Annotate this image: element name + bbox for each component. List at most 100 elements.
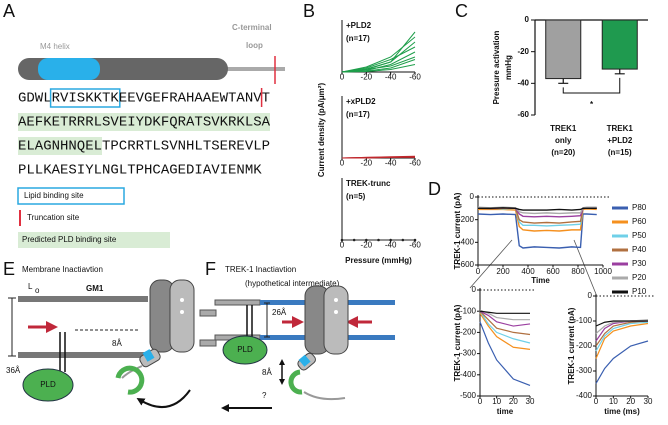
- x-tick-label: 10: [492, 397, 501, 406]
- x-tick-label: 0: [594, 397, 599, 406]
- y-tick-label: -200: [460, 328, 477, 337]
- chart-title: TREK-trunc: [346, 179, 391, 188]
- channel-dot: [180, 310, 184, 314]
- x-tick-label: 0: [340, 159, 345, 168]
- lipid-phase-sub: o: [35, 286, 40, 295]
- series-line: [595, 320, 649, 347]
- data-point: [401, 238, 405, 242]
- y-axis-label: mmHg: [504, 55, 513, 80]
- channel-dot: [334, 298, 338, 302]
- legend-label: Predicted PLD binding site: [22, 235, 117, 244]
- significance-bracket: [562, 77, 621, 94]
- series-line: [478, 207, 597, 211]
- x-axis-label: Pressure (mmHg): [345, 256, 412, 265]
- lipid-anchor: [59, 332, 66, 372]
- channel-subunit: [169, 279, 195, 353]
- y-tick-label: -20: [517, 47, 529, 56]
- data-point: [389, 238, 392, 242]
- thickness-label: 36Å: [6, 366, 21, 375]
- y-tick-label: -400: [460, 370, 477, 379]
- legend-label: P20: [632, 273, 647, 282]
- membrane-stub: [199, 309, 217, 317]
- x-tick-label: TREK1: [607, 124, 634, 133]
- question-label: ?: [262, 391, 267, 400]
- legend-label: P30: [632, 259, 647, 268]
- x-tick-label: 400: [521, 267, 535, 276]
- pld-enzyme: [222, 335, 268, 365]
- pld-binding: [115, 365, 145, 395]
- series-line: [341, 31, 416, 73]
- pld-site-highlight: [18, 113, 270, 131]
- data-point: [365, 238, 368, 242]
- y-tick-label: -200: [458, 215, 475, 224]
- sequence-segment: RVISKKTK: [52, 91, 120, 107]
- series-line: [479, 310, 531, 344]
- panel-title: Membrane Inactiavtion: [22, 265, 103, 274]
- x-tick-label: TREK1: [550, 124, 577, 133]
- membrane: [345, 300, 395, 305]
- y-tick-label: -100: [576, 316, 593, 325]
- x-tick-label: -60: [409, 241, 421, 250]
- chart-title: (n=17): [346, 34, 370, 43]
- y-tick-label: -300: [576, 366, 593, 375]
- enzyme-label: PLD: [237, 345, 253, 354]
- y-tick-label: 0: [588, 291, 593, 300]
- sequence-segment: EEVGEFRAHAAEWTANV: [119, 91, 262, 107]
- error-bar: [614, 69, 625, 75]
- panel-label: D: [428, 179, 441, 199]
- series-line: [477, 213, 597, 249]
- chart-title: +PLD2: [346, 21, 372, 30]
- helix-bar: [38, 58, 100, 80]
- membrane-stub: [199, 339, 217, 347]
- channel-dot: [334, 310, 338, 314]
- pld-binding: [288, 369, 303, 395]
- y-tick-label: -500: [460, 391, 477, 400]
- panel-label: F: [205, 259, 216, 279]
- panel-label: C: [455, 1, 468, 21]
- series-line: [595, 322, 649, 359]
- membrane: [345, 335, 395, 340]
- membrane: [260, 300, 310, 305]
- lipid-anchor: [246, 305, 253, 337]
- y-tick-label: -40: [517, 78, 529, 87]
- x-tick-label: 200: [496, 267, 510, 276]
- gap-label: 8Å: [112, 339, 122, 348]
- data-point: [352, 238, 356, 242]
- series-line: [595, 340, 649, 384]
- panel-label: E: [3, 259, 15, 279]
- gap-label: 8Å: [262, 368, 272, 377]
- legend-label: P60: [632, 217, 647, 226]
- x-axis-label: time: [497, 407, 514, 416]
- data-point: [340, 238, 344, 242]
- panel-subtitle: (hypothetical intermediate): [245, 279, 340, 288]
- membrane: [260, 335, 310, 340]
- channel-subunit: [323, 285, 349, 355]
- chart-title: (n=17): [346, 110, 370, 119]
- sequence-segment: TPCRRTLSVNHLTSEREVLP: [102, 139, 270, 155]
- legend-label: P10: [632, 287, 647, 296]
- x-axis-label: time (ms): [604, 407, 640, 416]
- x-tick-label: 30: [644, 397, 653, 406]
- x-tick-label: 1000: [594, 267, 612, 276]
- y-tick-label: -400: [458, 237, 475, 246]
- legend-swatch: [18, 232, 170, 248]
- y-tick-label: -200: [576, 341, 593, 350]
- pld-site-highlight: [18, 137, 102, 155]
- membrane: [214, 299, 261, 306]
- sequence-segment: GDWL: [18, 91, 52, 107]
- y-axis-label: TREK-1 current (pA): [453, 304, 462, 381]
- x-tick-label: (n=15): [608, 148, 632, 157]
- x-tick-label: only: [555, 136, 572, 145]
- y-tick-label: -60: [517, 110, 529, 119]
- c-terminus-helix: [142, 349, 155, 362]
- x-tick-label: +PLD2: [607, 136, 633, 145]
- channel-dot: [180, 298, 184, 302]
- loop-label: C-terminal: [232, 23, 272, 32]
- lipid-label: GM1: [86, 284, 104, 293]
- y-tick-label: -300: [460, 349, 477, 358]
- x-tick-label: 20: [626, 397, 635, 406]
- c-tail: [303, 391, 346, 401]
- x-tick-label: 0: [478, 397, 483, 406]
